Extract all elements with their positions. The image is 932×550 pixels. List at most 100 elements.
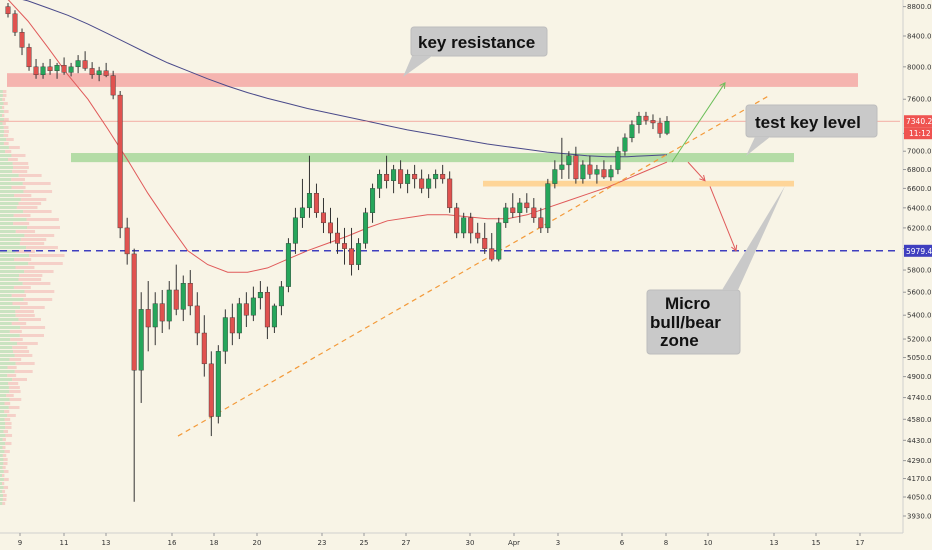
volume-bar-up: [0, 426, 6, 429]
volume-bar-up: [0, 190, 24, 193]
candle-body: [75, 60, 81, 68]
candle-body: [68, 66, 74, 73]
volume-bar-up: [0, 422, 6, 425]
volume-bar-down: [2, 466, 6, 469]
y-tick-label: 6800.0: [907, 166, 932, 174]
volume-bar-down: [2, 94, 7, 97]
volume-bar-down: [3, 478, 9, 481]
volume-bar-up: [0, 374, 8, 377]
x-tick-label: 13: [102, 539, 111, 547]
volume-bar-down: [5, 426, 12, 429]
volume-bar-down: [15, 266, 35, 269]
time-axis[interactable]: 9 11 13 16 18 20 23 25 27 30 Apr 3 6 8 10 13 15 17: [0, 532, 903, 547]
volume-bar-up: [0, 438, 3, 441]
volume-bar-down: [14, 194, 32, 197]
x-tick-label: 9: [18, 539, 22, 547]
volume-bar-down: [5, 422, 12, 425]
volume-bar-down: [13, 350, 30, 353]
candle-body: [405, 173, 411, 184]
volume-bar-down: [2, 114, 5, 117]
candle-body: [257, 292, 263, 299]
volume-bar-up: [0, 262, 29, 265]
volume-bar-up: [0, 386, 9, 389]
volume-bar-down: [14, 258, 32, 261]
y-tick-label: 4430.0: [907, 437, 932, 445]
candle-body: [552, 169, 558, 184]
candle-body: [496, 222, 502, 260]
volume-bar-down: [8, 158, 18, 161]
volume-bar-up: [0, 306, 21, 309]
volume-bar-up: [0, 150, 6, 153]
candle-body: [33, 66, 39, 75]
volume-bar-down: [3, 102, 8, 105]
candle-body: [454, 207, 460, 234]
volume-bar-up: [0, 402, 5, 405]
volume-bar-down: [24, 290, 55, 293]
volume-bar-down: [19, 242, 45, 245]
candle-body: [96, 70, 102, 75]
callouts: key resistance test key level Micro bull…: [403, 26, 878, 355]
volume-bar-down: [2, 498, 7, 501]
volume-bar-down: [4, 130, 9, 133]
x-tick-label: Apr: [508, 539, 520, 547]
moving-average-line: [22, 0, 668, 158]
x-tick-label: 8: [664, 539, 668, 547]
candle-body: [608, 169, 614, 178]
volume-bar-up: [0, 338, 11, 341]
candle-body: [566, 155, 572, 166]
x-tick-label: 13: [770, 539, 779, 547]
candle-body: [636, 115, 642, 125]
volume-bar-down: [20, 238, 47, 241]
arrow-head: [699, 174, 706, 182]
y-tick-label: 4740.0: [907, 394, 932, 402]
volume-bar-up: [0, 90, 3, 93]
arrow-line: [687, 161, 706, 182]
volume-bar-down: [15, 230, 36, 233]
arrow-head: [731, 244, 738, 252]
volume-bar-down: [20, 198, 47, 201]
volume-bar-down: [4, 410, 10, 413]
candle-body: [615, 151, 621, 170]
volume-bar-down: [3, 142, 9, 145]
candle-body: [419, 178, 425, 189]
volume-bar-down: [2, 454, 7, 457]
volume-bar-down: [24, 234, 55, 237]
x-tick-label: 18: [210, 539, 219, 547]
volume-bar-down: [4, 402, 11, 405]
candle-body: [573, 155, 579, 180]
candle-body: [538, 217, 544, 229]
volume-bar-down: [6, 394, 14, 397]
candle-body: [145, 309, 151, 328]
candle-body: [622, 137, 628, 152]
current-price-tag: [904, 115, 932, 128]
volume-bar-up: [0, 154, 12, 157]
volume-bar-down: [3, 110, 9, 113]
volume-bar-down: [17, 342, 38, 345]
candle-body: [601, 169, 607, 178]
volume-bar-up: [0, 286, 14, 289]
candle-body: [166, 289, 172, 322]
x-tick-label: 3: [556, 539, 560, 547]
volume-bar-up: [0, 138, 7, 141]
volume-bar-up: [0, 502, 3, 505]
candle-body: [398, 169, 404, 184]
volume-bar-down: [22, 182, 51, 185]
volume-bar-up: [0, 114, 2, 117]
volume-bar-up: [0, 170, 13, 173]
candle-body: [54, 65, 60, 71]
volume-bar-up: [0, 470, 4, 473]
price-axis[interactable]: 3930.0 4050.0 4170.0 4290.0 4430.0 4580.0 4740…: [902, 0, 932, 550]
countdown-tag-text: 11:12: [909, 129, 931, 138]
y-tick-label: 4050.0: [907, 494, 932, 502]
volume-bar-down: [9, 390, 21, 393]
x-tick-label: 25: [360, 539, 369, 547]
volume-bar-down: [8, 146, 20, 149]
price-tags: 7340.2 11:12 5979.4: [904, 115, 932, 257]
volume-bar-up: [0, 230, 16, 233]
candle-body: [643, 115, 649, 121]
trendline-line: [177, 94, 771, 437]
y-tick-label: 6600.0: [907, 185, 932, 193]
volume-bar-up: [0, 122, 3, 125]
y-tick-label: 5800.0: [907, 267, 932, 275]
